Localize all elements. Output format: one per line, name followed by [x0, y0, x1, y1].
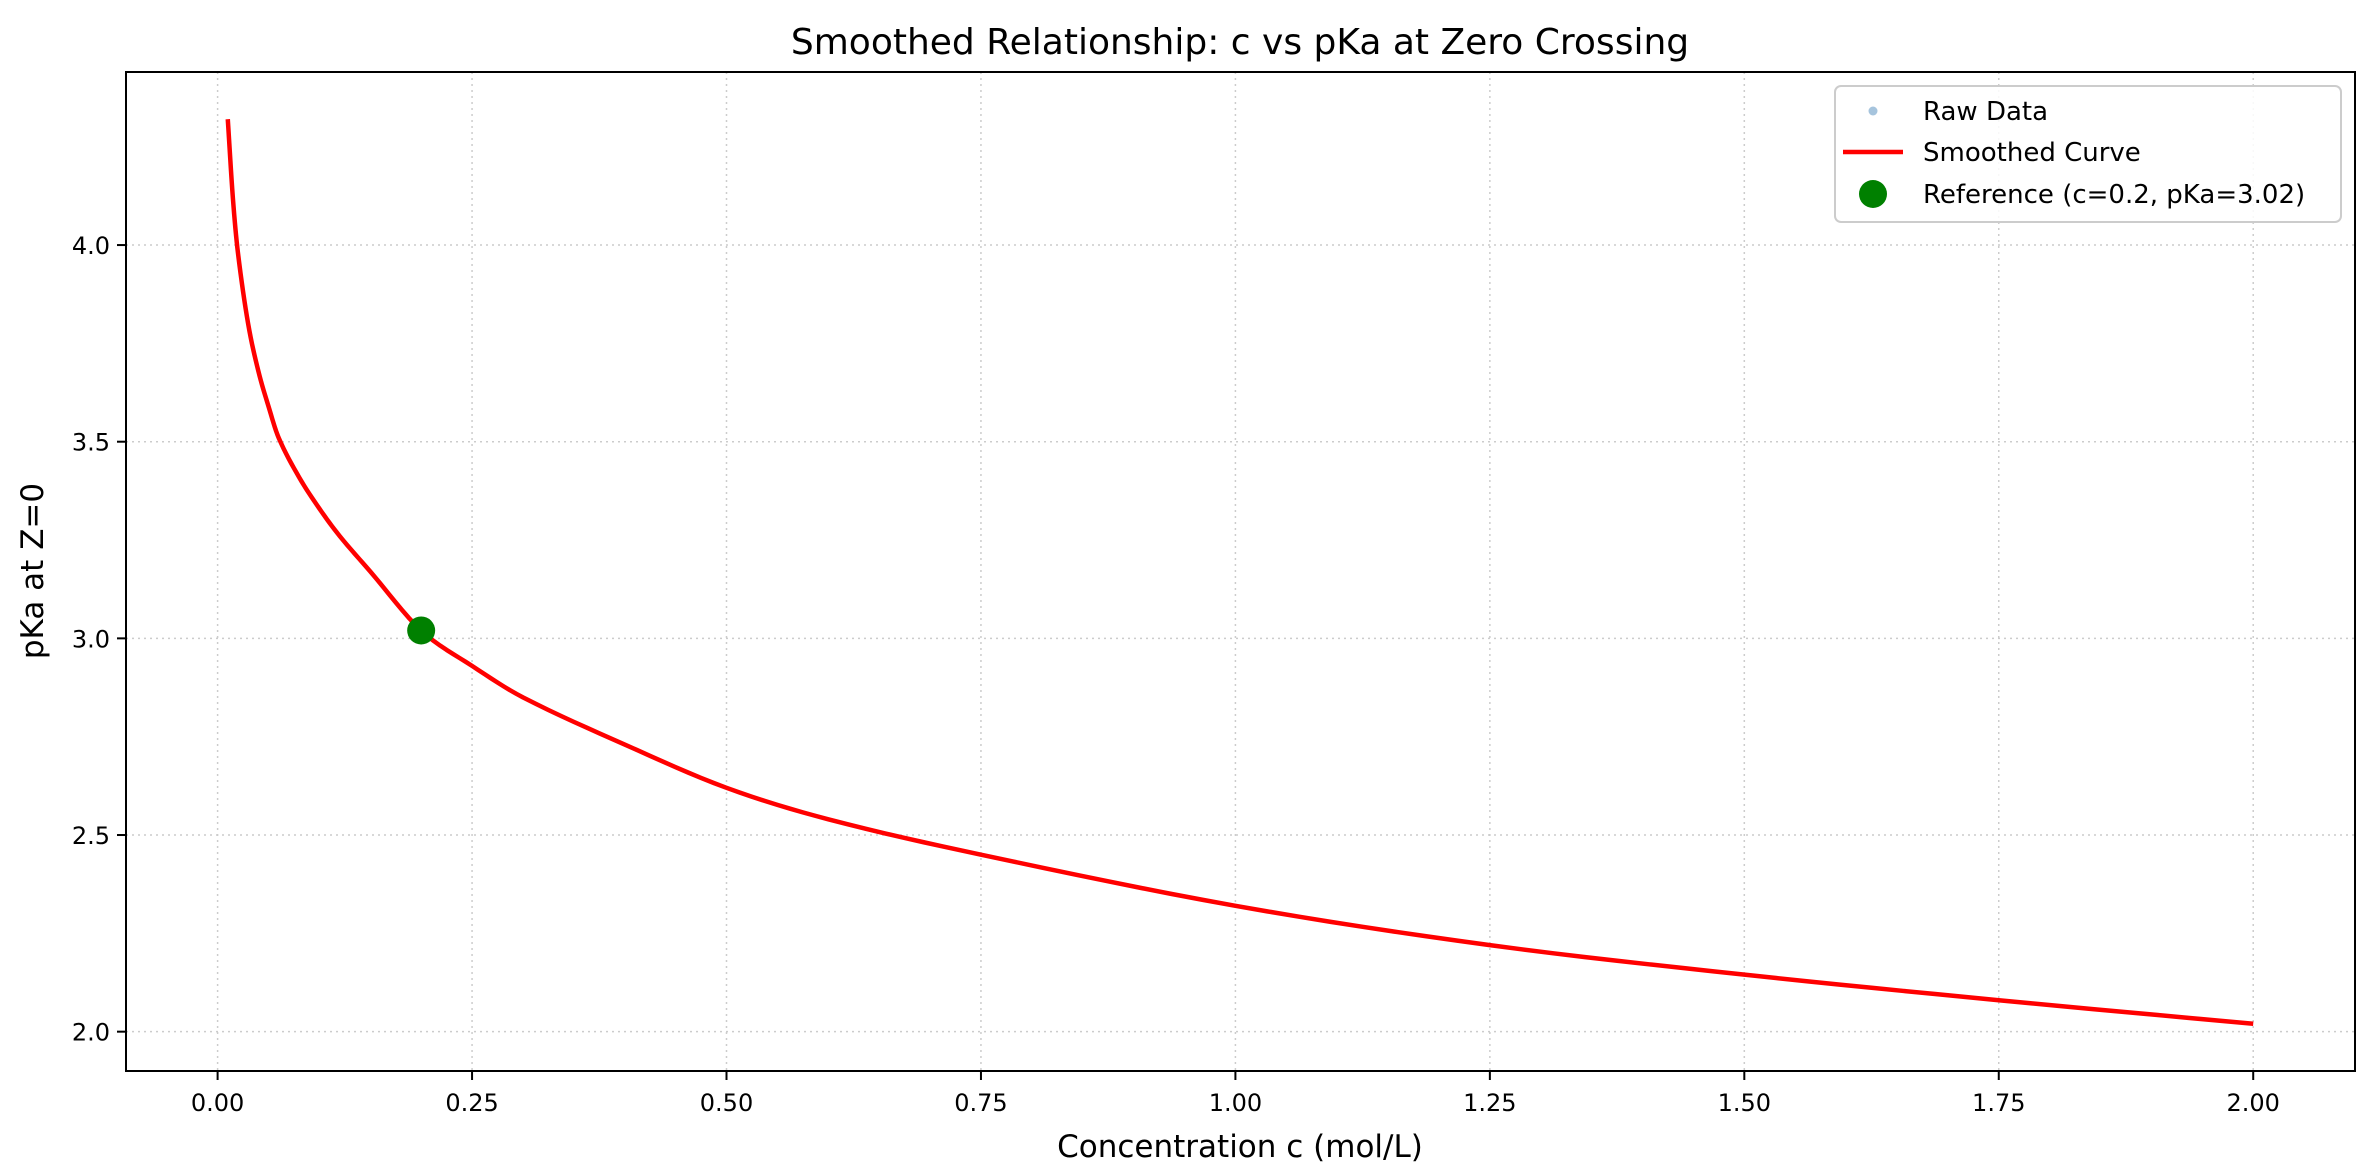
- x-tick-label: 0.00: [191, 1089, 244, 1117]
- y-tick-label: 3.0: [72, 625, 110, 653]
- x-tick-label: 0.25: [445, 1089, 498, 1117]
- legend: Raw Data Smoothed Curve Reference (c=0.2…: [1834, 85, 2342, 223]
- y-axis-label: pKa at Z=0: [15, 483, 51, 659]
- reference-point: [407, 616, 436, 645]
- y-axis-ticks: 2.0 2.5 3.0 3.5 4.0: [72, 232, 126, 1047]
- x-axis-label: Concentration c (mol/L): [1057, 1129, 1423, 1165]
- x-tick-label: 0.50: [700, 1089, 753, 1117]
- y-tick-label: 3.5: [72, 429, 110, 457]
- x-axis-ticks: 0.00 0.25 0.50 0.75 1.00 1.25 1.50 1.75 2.00: [191, 1071, 2280, 1117]
- legend-reference-label: Reference (c=0.2, pKa=3.02): [1923, 180, 2305, 210]
- series-layer: [225, 119, 2254, 1027]
- x-tick-label: 1.00: [1209, 1089, 1262, 1117]
- legend-reference-marker: [1859, 180, 1887, 208]
- legend-raw-data-marker: [1868, 106, 1878, 116]
- x-tick-label: 1.50: [1718, 1089, 1771, 1117]
- grid: [126, 72, 2355, 1071]
- legend-raw-data-label: Raw Data: [1923, 97, 2048, 127]
- y-tick-label: 2.0: [72, 1019, 110, 1047]
- x-tick-label: 0.75: [954, 1089, 1007, 1117]
- chart-title: Smoothed Relationship: c vs pKa at Zero …: [791, 22, 1689, 63]
- plot-frame: [125, 71, 2356, 1072]
- y-tick-label: 2.5: [72, 822, 110, 850]
- y-tick-label: 4.0: [72, 232, 110, 260]
- legend-smoothed-curve-label: Smoothed Curve: [1923, 138, 2141, 168]
- x-tick-label: 1.25: [1463, 1089, 1516, 1117]
- legend-box: [1834, 85, 2342, 223]
- x-tick-label: 1.75: [1972, 1089, 2025, 1117]
- x-tick-label: 2.00: [2227, 1089, 2280, 1117]
